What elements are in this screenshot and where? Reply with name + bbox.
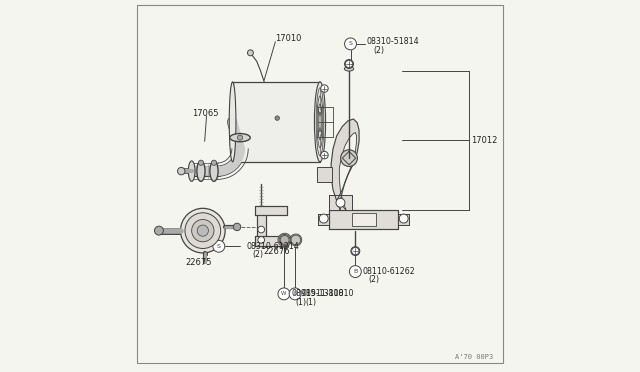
Circle shape bbox=[291, 235, 301, 245]
Circle shape bbox=[351, 247, 360, 256]
Polygon shape bbox=[257, 208, 266, 246]
Ellipse shape bbox=[229, 82, 236, 162]
Text: 22675: 22675 bbox=[186, 258, 212, 267]
Circle shape bbox=[344, 38, 356, 50]
Circle shape bbox=[248, 50, 253, 56]
Text: N: N bbox=[293, 291, 297, 296]
Ellipse shape bbox=[197, 161, 205, 182]
Circle shape bbox=[399, 214, 408, 223]
Bar bbox=[232, 82, 320, 162]
Circle shape bbox=[197, 225, 209, 236]
Text: 22676: 22676 bbox=[263, 247, 290, 256]
Circle shape bbox=[319, 214, 328, 223]
Text: (2): (2) bbox=[373, 46, 384, 55]
Circle shape bbox=[180, 208, 225, 253]
Circle shape bbox=[321, 85, 328, 92]
Text: (1): (1) bbox=[305, 298, 316, 307]
Text: 17012: 17012 bbox=[470, 136, 497, 145]
Text: 08911-10810: 08911-10810 bbox=[301, 289, 354, 298]
Circle shape bbox=[290, 234, 302, 246]
Circle shape bbox=[237, 135, 243, 140]
Circle shape bbox=[191, 219, 214, 242]
Polygon shape bbox=[255, 206, 287, 215]
Text: A'70 00P3: A'70 00P3 bbox=[455, 354, 493, 360]
Ellipse shape bbox=[210, 161, 218, 182]
Text: (2): (2) bbox=[369, 275, 380, 284]
Circle shape bbox=[154, 226, 163, 235]
Circle shape bbox=[349, 266, 362, 278]
Ellipse shape bbox=[340, 150, 357, 167]
Text: 08310-61214: 08310-61214 bbox=[246, 242, 299, 251]
Circle shape bbox=[258, 237, 264, 243]
Circle shape bbox=[278, 233, 291, 247]
Text: 08310-51814: 08310-51814 bbox=[367, 37, 419, 46]
Circle shape bbox=[234, 223, 241, 231]
Text: 17065: 17065 bbox=[191, 109, 218, 118]
Polygon shape bbox=[330, 210, 398, 229]
Ellipse shape bbox=[344, 67, 354, 71]
Circle shape bbox=[351, 247, 359, 255]
Ellipse shape bbox=[188, 161, 195, 182]
Circle shape bbox=[278, 288, 290, 300]
Bar bbox=[317, 167, 332, 182]
Circle shape bbox=[344, 60, 353, 68]
Text: 08915-13810: 08915-13810 bbox=[291, 289, 344, 298]
Polygon shape bbox=[331, 119, 359, 210]
Circle shape bbox=[280, 235, 289, 244]
Text: S: S bbox=[349, 41, 353, 46]
Bar bbox=[351, 213, 376, 226]
Text: B: B bbox=[353, 269, 358, 274]
Polygon shape bbox=[330, 195, 351, 210]
Circle shape bbox=[213, 240, 225, 252]
Circle shape bbox=[279, 234, 290, 246]
Circle shape bbox=[185, 213, 221, 248]
Polygon shape bbox=[255, 236, 289, 246]
Circle shape bbox=[177, 167, 185, 175]
Text: (1): (1) bbox=[296, 298, 307, 307]
Text: S: S bbox=[217, 244, 221, 249]
Text: 17010: 17010 bbox=[275, 34, 301, 43]
Polygon shape bbox=[398, 214, 410, 225]
Circle shape bbox=[258, 226, 264, 233]
Ellipse shape bbox=[314, 82, 326, 162]
Text: W: W bbox=[281, 291, 287, 296]
Polygon shape bbox=[318, 214, 330, 225]
Circle shape bbox=[198, 160, 204, 166]
Text: (2): (2) bbox=[252, 250, 263, 259]
Ellipse shape bbox=[230, 134, 250, 142]
Circle shape bbox=[211, 160, 216, 166]
Circle shape bbox=[289, 288, 301, 300]
Circle shape bbox=[336, 198, 345, 207]
Text: 08110-61262: 08110-61262 bbox=[363, 267, 415, 276]
Circle shape bbox=[346, 60, 353, 68]
Circle shape bbox=[275, 116, 280, 121]
Circle shape bbox=[321, 151, 328, 159]
